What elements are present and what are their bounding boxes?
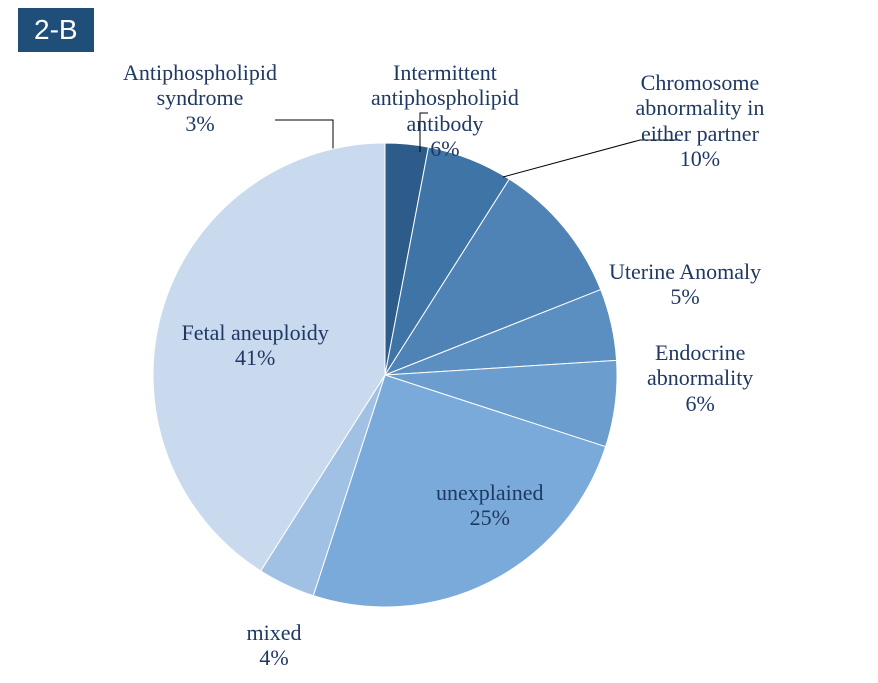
slice-label: Chromosome abnormality in either partner… (636, 70, 765, 171)
slice-label: Endocrine abnormality 6% (647, 340, 753, 416)
leader-line (275, 120, 333, 150)
slice-label: mixed 4% (247, 620, 302, 671)
slice-label: Intermittent antiphospholipid antibody 6… (371, 60, 519, 161)
pie-chart: Antiphospholipid syndrome 3% Intermittent… (0, 0, 878, 683)
slice-label: Uterine Anomaly 5% (609, 259, 761, 310)
slice-label: Fetal aneuploidy 41% (182, 320, 329, 371)
slice-label: unexplained 25% (436, 480, 544, 531)
slice-label: Antiphospholipid syndrome 3% (123, 60, 277, 136)
